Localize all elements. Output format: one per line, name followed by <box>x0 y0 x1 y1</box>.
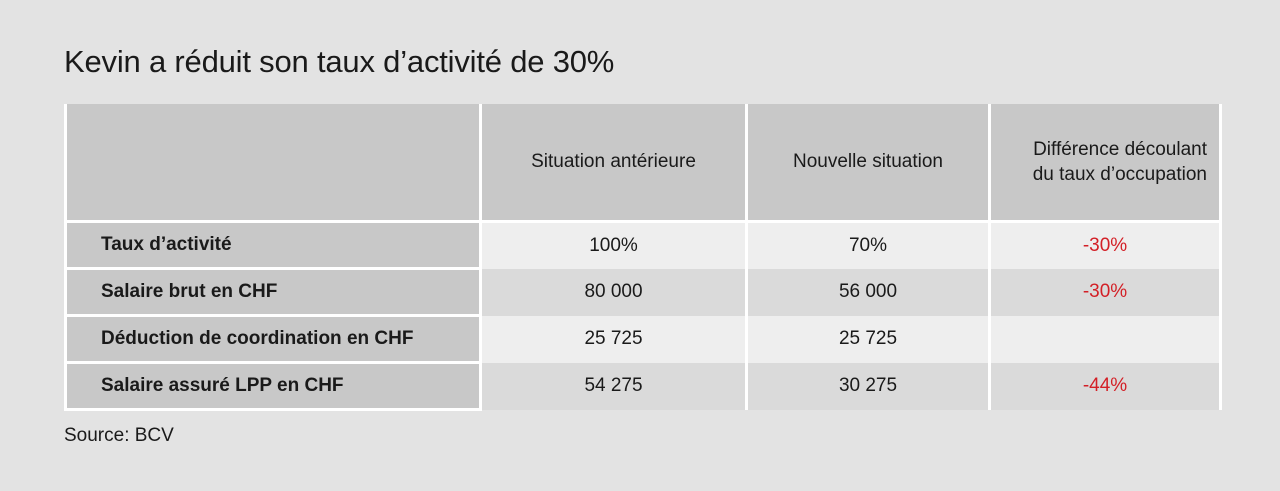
cell-before: 25 725 <box>479 315 748 363</box>
comparison-table: Situation antérieure Nouvelle situation … <box>64 104 1222 411</box>
header-situation-anterieure: Situation antérieure <box>479 104 748 223</box>
header-difference-line2: du taux d’occupation <box>1032 164 1207 185</box>
row-label: Taux d’activité <box>64 221 482 270</box>
table-row: Salaire brut en CHF 80 000 56 000 -30% <box>64 268 1222 317</box>
cell-after: 25 725 <box>745 315 991 363</box>
cell-diff <box>988 315 1222 363</box>
header-difference: Différence découlant du taux d’occupatio… <box>988 104 1222 223</box>
cell-diff: -30% <box>988 221 1222 269</box>
table-row: Taux d’activité 100% 70% -30% <box>64 221 1222 270</box>
row-label: Salaire brut en CHF <box>64 268 482 317</box>
cell-before: 54 275 <box>479 362 748 410</box>
cell-after: 70% <box>745 221 991 269</box>
row-label: Salaire assuré LPP en CHF <box>64 362 482 411</box>
cell-after: 30 275 <box>745 362 991 410</box>
cell-after: 56 000 <box>745 268 991 316</box>
cell-diff: -30% <box>988 268 1222 316</box>
table-row: Salaire assuré LPP en CHF 54 275 30 275 … <box>64 362 1222 411</box>
header-nouvelle-situation: Nouvelle situation <box>745 104 991 223</box>
header-difference-line1: Différence découlant <box>1033 139 1207 160</box>
cell-before: 80 000 <box>479 268 748 316</box>
row-label: Déduction de coordination en CHF <box>64 315 482 364</box>
table-row: Déduction de coordination en CHF 25 725 … <box>64 315 1222 364</box>
table-header-row: Situation antérieure Nouvelle situation … <box>64 104 1222 223</box>
cell-before: 100% <box>479 221 748 269</box>
source-note: Source: BCV <box>64 425 174 446</box>
header-empty-cell <box>64 104 482 223</box>
page-title: Kevin a réduit son taux d’activité de 30… <box>64 44 615 79</box>
cell-diff: -44% <box>988 362 1222 410</box>
